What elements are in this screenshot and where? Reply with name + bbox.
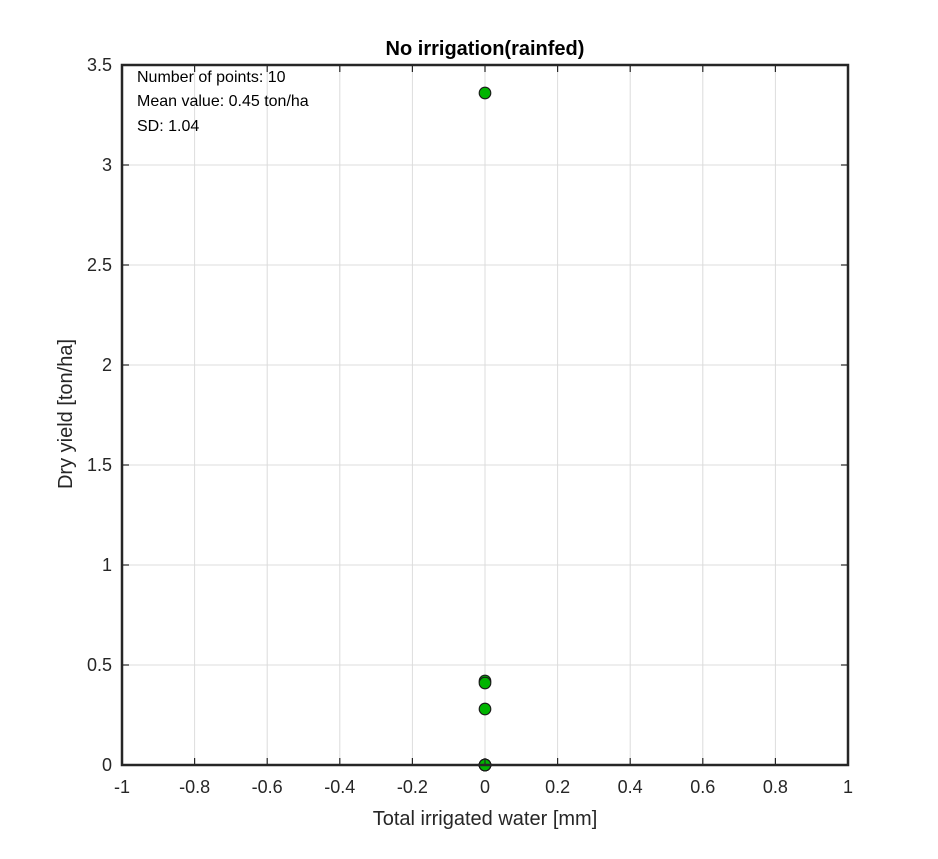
x-tick-label: -1: [114, 777, 130, 797]
x-tick-labels: -1 -0.8 -0.6 -0.4 -0.2 0 0.2 0.4 0.6 0.8 1: [114, 777, 853, 797]
x-tick-label: 0.8: [763, 777, 788, 797]
annotation-sd: SD: 1.04: [137, 118, 199, 135]
y-tick-label: 3.5: [87, 55, 112, 75]
x-tick-label: -0.4: [324, 777, 355, 797]
y-tick-label: 1.5: [87, 455, 112, 475]
y-axis-label: Dry yield [ton/ha]: [55, 339, 77, 489]
y-tick-label: 2.5: [87, 255, 112, 275]
y-tick-label: 3: [102, 155, 112, 175]
y-tick-label: 2: [102, 355, 112, 375]
x-tick-label: 0.2: [545, 777, 570, 797]
y-tick-label: 0: [102, 755, 112, 775]
x-tick-label: -0.6: [252, 777, 283, 797]
data-point: [478, 702, 492, 716]
grid-lines: [121, 64, 849, 766]
annotation-mean-value: Mean value: 0.45 ton/ha: [137, 93, 309, 110]
x-tick-label: -0.8: [179, 777, 210, 797]
axis-ticks: [121, 64, 849, 766]
x-tick-label: 0.4: [618, 777, 643, 797]
x-axis-label: Total irrigated water [mm]: [373, 808, 598, 830]
y-tick-label: 1: [102, 555, 112, 575]
x-tick-label: 1: [843, 777, 853, 797]
chart-title: No irrigation(rainfed): [386, 38, 585, 60]
x-tick-label: -0.2: [397, 777, 428, 797]
annotation-num-points: Number of points: 10: [137, 69, 286, 86]
y-tick-labels: 0 0.5 1 1.5 2 2.5 3 3.5: [87, 55, 112, 775]
data-point: [478, 86, 492, 100]
data-point: [478, 676, 492, 690]
x-tick-label: 0.6: [690, 777, 715, 797]
y-tick-label: 0.5: [87, 655, 112, 675]
x-tick-label: 0: [480, 777, 490, 797]
